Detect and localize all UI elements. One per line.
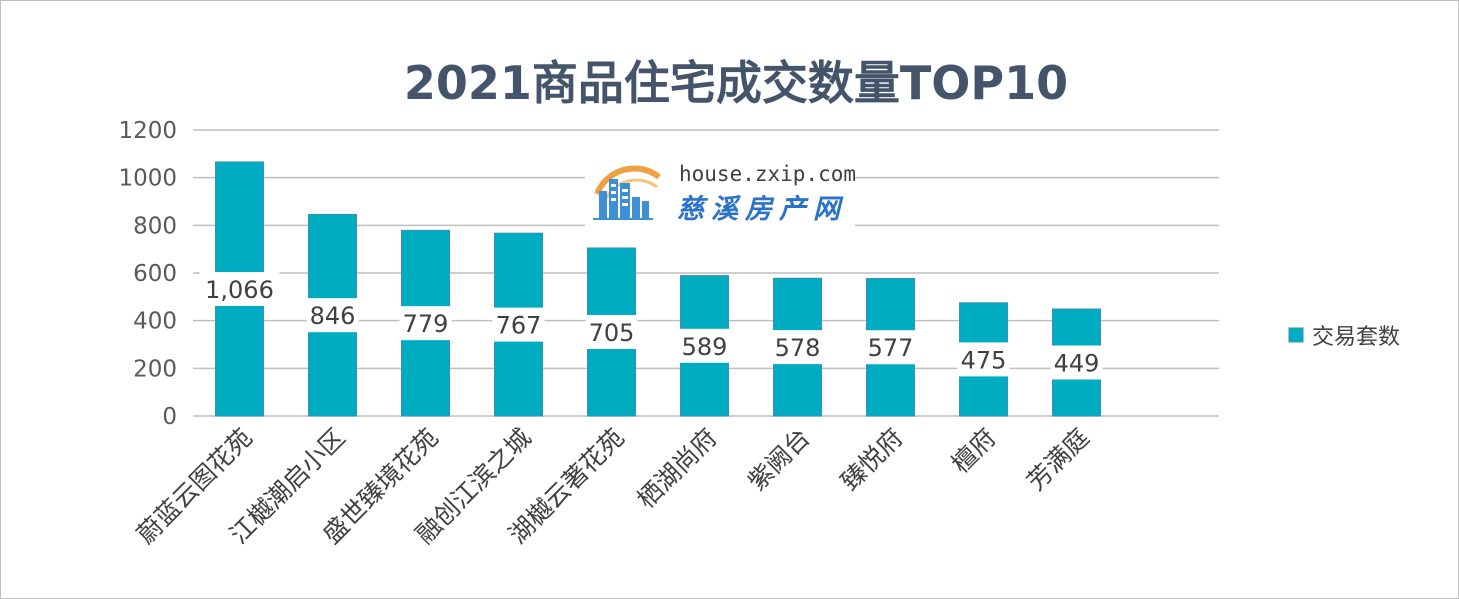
legend-swatch (1288, 327, 1304, 343)
watermark-name: 慈溪房产网 (677, 194, 847, 225)
data-label: 578 (775, 334, 821, 362)
watermark-url: house.zxip.com (679, 162, 856, 186)
data-label-background (957, 342, 1010, 377)
data-label-background (199, 271, 280, 306)
data-label: 475 (961, 346, 1007, 374)
data-label-background (1050, 345, 1103, 380)
y-tick-label: 1000 (118, 166, 177, 192)
y-tick-label: 600 (133, 261, 177, 287)
legend-label: 交易套数 (1312, 325, 1400, 350)
y-tick-label: 800 (133, 213, 177, 239)
y-tick-label: 0 (162, 404, 177, 430)
data-label: 846 (310, 302, 356, 330)
chart-title: 2021商品住宅成交数量TOP10 (404, 56, 1068, 110)
data-label-background (399, 306, 452, 341)
y-tick-label: 400 (133, 309, 177, 335)
x-tick-label: 檀府 (946, 423, 1002, 479)
legend: 交易套数 (1288, 325, 1400, 350)
data-label-background (306, 298, 359, 333)
data-label-background (864, 330, 917, 365)
data-label-background (585, 314, 638, 349)
x-tick-label: 栖湖尚府 (632, 423, 723, 514)
building-logo-icon (593, 165, 661, 220)
y-tick-label: 1200 (118, 118, 177, 144)
data-label-background (678, 328, 731, 363)
data-labels: 1,066 846 779 767 705 589 578 577 475 449 (199, 271, 1103, 380)
y-tick-label: 200 (133, 356, 177, 382)
data-label-background (492, 307, 545, 342)
x-tick-label: 芳满庭 (1021, 423, 1095, 497)
data-label: 767 (496, 312, 542, 340)
data-label: 589 (682, 333, 728, 361)
data-label: 577 (868, 334, 914, 362)
x-tick-label: 臻悦府 (835, 423, 909, 497)
data-label: 449 (1054, 349, 1100, 377)
watermark: house.zxip.com 慈溪房产网 (585, 154, 856, 228)
data-label: 705 (589, 319, 635, 347)
data-label-background (771, 330, 824, 365)
x-tick-label: 紫阙台 (742, 423, 816, 497)
data-label: 779 (403, 310, 449, 338)
data-label: 1,066 (205, 276, 274, 304)
y-axis-ticks: 0 200 400 600 800 1000 1200 (118, 118, 177, 430)
